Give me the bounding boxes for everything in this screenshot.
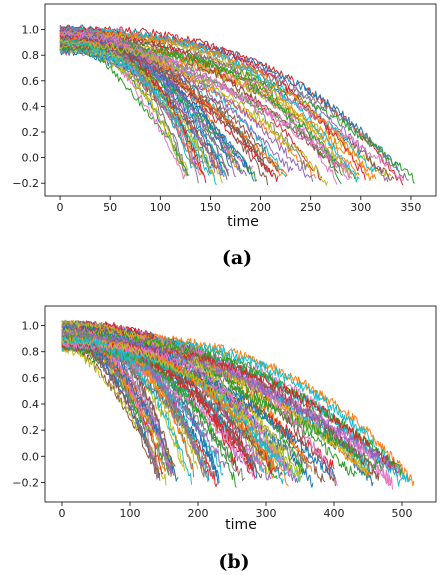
x-tick-label: 0 — [57, 201, 64, 214]
series-line — [61, 334, 276, 470]
y-tick-label: −0.2 — [12, 476, 39, 489]
series-line — [61, 336, 302, 483]
y-tick-label: 0.8 — [22, 346, 40, 359]
series-line — [59, 39, 210, 176]
series-line — [59, 44, 416, 184]
x-tick-label: 400 — [324, 507, 345, 520]
x-tick-label: 300 — [350, 201, 371, 214]
series-line — [59, 43, 344, 176]
series-line — [59, 29, 377, 180]
y-tick-label: 0.6 — [22, 75, 40, 88]
x-tick-label: 200 — [250, 201, 271, 214]
series-line — [61, 341, 291, 478]
x-tick-label: 0 — [59, 507, 66, 520]
y-tick-label: 0.6 — [22, 372, 40, 385]
series-line — [61, 335, 192, 485]
y-tick-label: 0.2 — [22, 424, 40, 437]
x-axis-label-b: time — [225, 517, 257, 533]
ticks-b: 0 100 200 300 400 500 −0.2 0.0 0.2 0.4 0.6 0.8 1.0 — [12, 320, 412, 520]
series-line — [59, 34, 205, 177]
x-tick-label: 50 — [103, 201, 117, 214]
y-tick-label: 1.0 — [22, 24, 40, 37]
y-tick-label: 0.0 — [22, 450, 40, 463]
panel-label-a: (a) — [222, 247, 252, 269]
series-line — [59, 39, 329, 186]
series-line — [61, 328, 302, 478]
y-tick-label: 0.2 — [22, 126, 40, 139]
y-tick-label: 0.4 — [22, 100, 40, 113]
chart-panel-a: 0 50 100 150 200 250 300 350 −0.2 0.0 0.2 0.4 0.6 0.8… — [12, 3, 437, 269]
ticks-a: 0 50 100 150 200 250 300 350 −0.2 0.0 0.2 0.4 0.6 0.8… — [12, 24, 421, 214]
x-tick-label: 200 — [188, 507, 209, 520]
x-tick-label: 150 — [200, 201, 221, 214]
x-tick-label: 300 — [256, 507, 277, 520]
series-line — [61, 321, 159, 480]
series-lines-a — [59, 24, 416, 186]
series-line — [61, 323, 336, 479]
series-line — [61, 340, 179, 482]
y-tick-label: 1.0 — [22, 320, 40, 333]
x-tick-label: 100 — [150, 201, 171, 214]
x-tick-label: 250 — [300, 201, 321, 214]
chart-panel-b: 0 100 200 300 400 500 −0.2 0.0 0.2 0.4 0.6 0.8 1.0 t… — [12, 305, 437, 573]
y-tick-label: 0.0 — [22, 152, 40, 165]
x-tick-label: 100 — [120, 507, 141, 520]
x-axis-label-a: time — [227, 214, 259, 230]
y-tick-label: −0.2 — [12, 177, 39, 190]
y-tick-label: 0.4 — [22, 398, 40, 411]
series-line — [61, 330, 394, 471]
series-line — [59, 40, 372, 181]
series-line — [59, 37, 186, 172]
series-lines-b — [61, 319, 415, 490]
panel-label-b: (b) — [218, 551, 249, 573]
series-line — [59, 30, 353, 178]
x-tick-label: 350 — [400, 201, 421, 214]
x-tick-label: 500 — [392, 507, 413, 520]
y-tick-label: 0.8 — [22, 49, 40, 62]
